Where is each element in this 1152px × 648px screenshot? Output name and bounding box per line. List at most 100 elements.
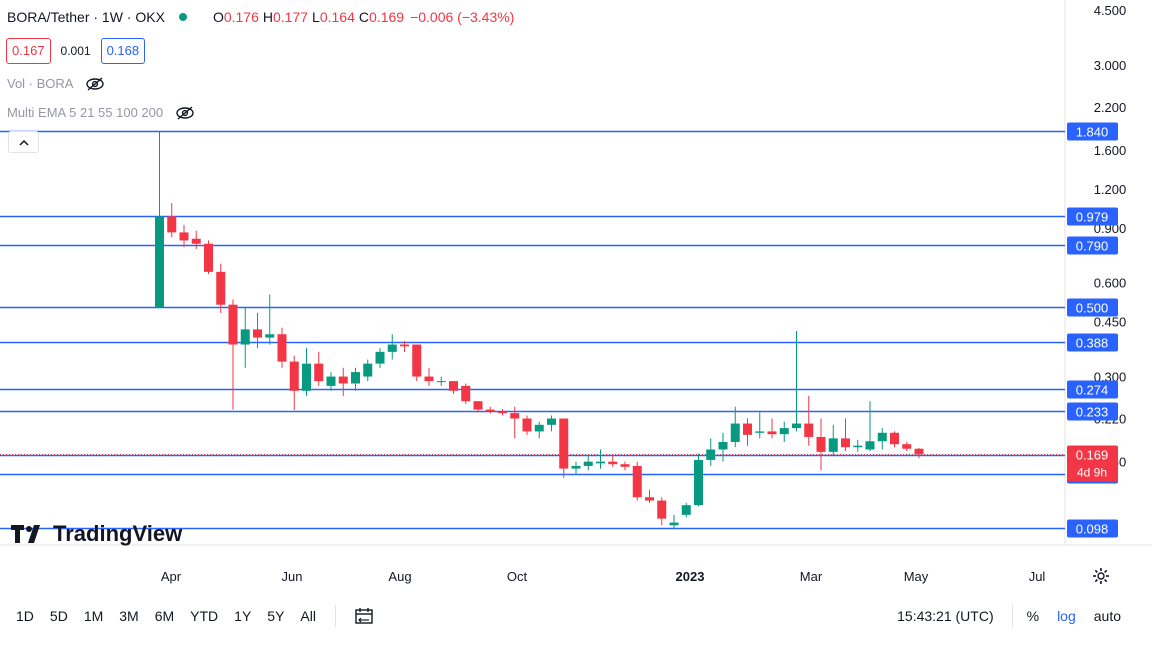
candle-body: [191, 238, 201, 244]
low-label: L: [312, 9, 320, 25]
indicator-ema[interactable]: Multi EMA 5 21 55 100 200: [7, 105, 195, 120]
indicator-volume[interactable]: Vol · BORA: [7, 76, 105, 91]
utc-clock[interactable]: 15:43:21 (UTC): [897, 608, 994, 624]
level-badge: [1067, 380, 1118, 399]
level-badge-label: 0.233: [1076, 405, 1109, 420]
candle-body: [718, 441, 728, 450]
level-badge: [1067, 298, 1118, 317]
tradingview-logo-text: TradingView: [53, 521, 183, 546]
candle-body: [449, 381, 458, 391]
candle-countdown-label: 4d 9h: [1077, 466, 1107, 480]
candle-body: [473, 401, 483, 410]
candle-body: [853, 445, 863, 448]
candle-body: [204, 243, 213, 272]
candle-body: [253, 329, 262, 338]
tradingview-logo[interactable]: TradingView: [11, 521, 182, 547]
candle-body: [338, 376, 348, 384]
candle-body: [547, 418, 556, 425]
candle-body: [804, 423, 814, 437]
chevron-up-icon: [18, 139, 29, 146]
x-tick-label: Jun: [282, 569, 303, 584]
timeframe-1m[interactable]: 1M: [83, 608, 104, 624]
x-tick-label: Apr: [161, 569, 182, 584]
log-scale-toggle[interactable]: log: [1057, 608, 1076, 624]
candle-body: [228, 304, 238, 345]
candle-body: [363, 363, 373, 377]
candle-body: [669, 522, 679, 526]
candle-body: [694, 459, 703, 506]
candle-body: [375, 351, 385, 364]
level-badge: [1067, 402, 1118, 421]
timeframe-5y[interactable]: 5Y: [267, 608, 285, 624]
candle-body: [596, 461, 605, 464]
candle-body: [657, 500, 667, 519]
y-tick-label: 3.000: [1094, 58, 1127, 73]
symbol-legend: BORA/Tether · 1W · OKX O 0.176 H 0.177 L 0.…: [7, 9, 514, 25]
candle-body: [902, 444, 912, 449]
candle-body: [167, 216, 177, 233]
candle-body: [828, 438, 838, 452]
candle-body: [326, 376, 336, 386]
settings-gear-icon[interactable]: [1092, 567, 1110, 585]
candle-body: [816, 436, 826, 452]
candle-body: [608, 461, 618, 465]
bottom-toolbar: 1D 5D 1M 3M 6M YTD 1Y 5Y All 15:43:21 (U…: [0, 596, 1152, 636]
candle-body: [914, 448, 924, 455]
candle-body: [743, 423, 752, 435]
candle-body: [534, 424, 544, 432]
toolbar-right: 15:43:21 (UTC) % log auto: [897, 596, 1152, 636]
level-badge: [1067, 236, 1118, 255]
eye-off-icon[interactable]: [175, 105, 195, 120]
x-tick-label: May: [904, 569, 929, 584]
candle-body: [277, 334, 287, 362]
x-tick-label: 2023: [676, 569, 705, 584]
candle-body: [755, 431, 765, 433]
candle-body: [632, 465, 642, 498]
level-badge-label: 0.500: [1076, 301, 1109, 316]
timeframe-6m[interactable]: 6M: [154, 608, 175, 624]
timeframe-5d[interactable]: 5D: [49, 608, 68, 624]
candle-body: [583, 461, 593, 466]
timeframe-3m[interactable]: 3M: [119, 608, 139, 624]
change-value: −0.006 (−3.43%): [410, 9, 515, 25]
y-tick-label: 0.600: [1094, 276, 1127, 291]
sell-button[interactable]: 0.167: [6, 38, 51, 64]
symbol-title[interactable]: BORA/Tether · 1W · OKX: [7, 9, 165, 25]
quote-row: 0.167 0.001 0.168: [6, 38, 146, 64]
candle-body: [620, 464, 630, 467]
level-badge: [1067, 207, 1118, 226]
percent-scale-toggle[interactable]: %: [1026, 608, 1040, 624]
eye-off-icon[interactable]: [85, 76, 105, 91]
candle-body: [841, 438, 850, 448]
candle-body: [387, 344, 397, 352]
candle-body: [877, 432, 887, 442]
timeframe-ytd[interactable]: YTD: [190, 608, 219, 624]
auto-scale-toggle[interactable]: auto: [1093, 608, 1121, 624]
x-tick-label: Jul: [1029, 569, 1046, 584]
close-label: C: [358, 9, 370, 25]
candle-body: [792, 423, 801, 429]
level-badge-label: 0.979: [1076, 210, 1109, 225]
price-chart[interactable]: 4.5003.0002.2001.6001.2000.9000.6000.450…: [0, 0, 1152, 596]
y-tick-label: 2.200: [1094, 100, 1127, 115]
tradingview-mark-icon: [11, 525, 40, 543]
timeframe-1y[interactable]: 1Y: [234, 608, 252, 624]
last-price-label: 0.169: [1076, 448, 1109, 463]
y-tick-label: 1.600: [1094, 143, 1127, 158]
candle-body: [424, 376, 434, 382]
collapse-legend-button[interactable]: [8, 131, 39, 153]
timeframe-1d[interactable]: 1D: [16, 608, 34, 624]
candle-body: [645, 497, 654, 501]
buy-button[interactable]: 0.168: [100, 38, 146, 64]
date-range-icon[interactable]: [354, 606, 374, 626]
indicator-volume-label: Vol · BORA: [7, 76, 74, 91]
x-tick-label: Mar: [800, 569, 823, 584]
timeframe-all[interactable]: All: [300, 608, 316, 624]
market-open-dot-icon: [178, 13, 187, 21]
candle-body: [265, 334, 275, 338]
candle-body: [498, 411, 507, 414]
toolbar-divider: [334, 605, 336, 627]
last-price-badge: [1067, 445, 1118, 482]
candle-body: [865, 441, 875, 450]
candle-body: [461, 385, 471, 402]
